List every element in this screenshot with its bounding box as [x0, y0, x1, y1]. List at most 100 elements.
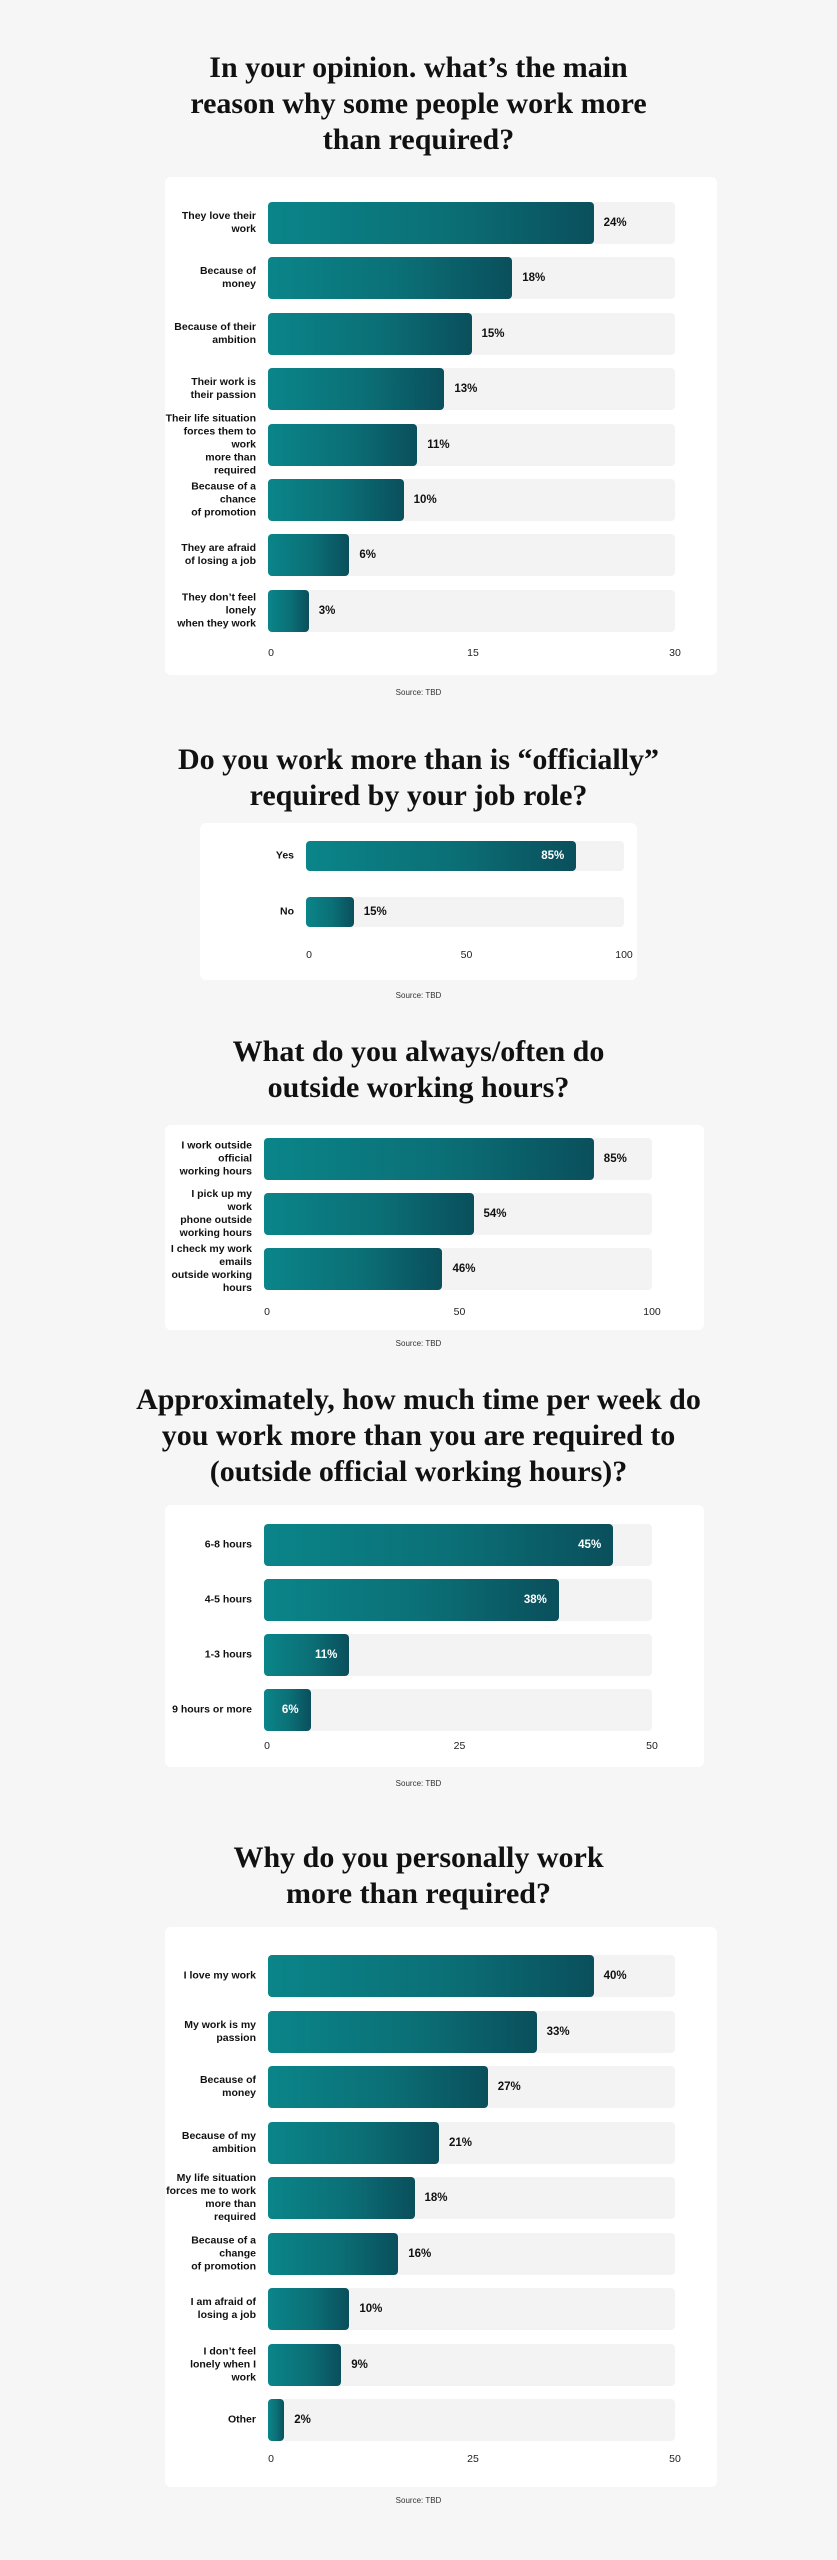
bar	[268, 2399, 285, 2441]
label-line: forces them to work	[183, 425, 256, 451]
category-label: Other	[228, 2414, 256, 2427]
bar	[306, 841, 577, 871]
category-label: Because of a change of promotion	[165, 2234, 256, 2273]
value-label: 27%	[497, 2081, 521, 2093]
bar	[264, 1138, 594, 1180]
label-line: 9 hours or more	[172, 1703, 252, 1716]
bar	[264, 1248, 443, 1290]
label-line: Because of their	[174, 320, 256, 333]
category-label: Because of their ambition	[174, 321, 256, 347]
label-line: Because of a chance	[191, 480, 256, 506]
source-note: Source: TBD	[395, 2496, 442, 2505]
bar	[268, 1955, 594, 1997]
bar	[268, 423, 418, 466]
category-label: 6-8 hours	[205, 1539, 252, 1552]
value-label: 9%	[351, 2358, 368, 2371]
label-line: of promotion	[191, 506, 256, 519]
category-label: I check my work emails outside working ho…	[165, 1243, 252, 1295]
source-note: Source: TBD	[395, 1339, 442, 1348]
label-line: their passion	[190, 389, 256, 402]
chart-card: I work outside official working hours 85% I…	[165, 1125, 704, 1330]
label-line: 1-3 hours	[204, 1648, 252, 1661]
label-line: losing a job	[197, 2309, 256, 2321]
label-line: I am afraid of	[190, 2296, 256, 2308]
chart-title: What do you always/often do outside worki…	[0, 1034, 837, 1106]
chart-card: 6-8 hours 45% 4-5 hours 38% 1-3 hours 11% 9 ho…	[165, 1505, 704, 1767]
value-label: 16%	[408, 2247, 432, 2260]
category-label: Their work is their passion	[191, 376, 256, 402]
title-line: more than required?	[285, 1877, 551, 1910]
label-line: working hours	[179, 1227, 252, 1239]
label-line: more than required	[205, 451, 256, 477]
axis-tick: 25	[453, 1740, 466, 1752]
value-label: 13%	[454, 383, 478, 396]
bar	[268, 479, 404, 521]
title-line: In your opinion. what’s the main	[209, 51, 628, 84]
category-label: Yes	[276, 850, 294, 863]
bar	[268, 2177, 415, 2219]
value-label: 11%	[314, 1649, 338, 1661]
bar	[268, 2232, 399, 2275]
label-line: ambition	[212, 2142, 256, 2155]
title-line: Do you work more than is “officially”	[177, 743, 660, 776]
title-line: outside working hours?	[267, 1071, 570, 1104]
title-line: Why do you personally work	[233, 1841, 604, 1874]
axis-tick: 0	[264, 1740, 270, 1752]
category-label: I am afraid of losing a job	[191, 2296, 256, 2322]
value-label: 10%	[413, 494, 437, 506]
label-line: of promotion	[191, 2260, 256, 2272]
chart-title: Do you work more than is “officially” req…	[0, 742, 837, 814]
bar	[264, 1689, 311, 1731]
axis-tick: 50	[460, 949, 473, 961]
title-line: you work more than you are required to	[161, 1419, 676, 1452]
title-line: (outside official working hours)?	[209, 1455, 628, 1488]
label-line: outside working hours	[171, 1269, 252, 1294]
bar	[268, 257, 513, 300]
bar	[268, 2066, 488, 2108]
value-label: 85%	[603, 1153, 627, 1165]
category-label: 1-3 hours	[205, 1649, 252, 1662]
bar	[264, 1193, 474, 1235]
bar	[264, 1579, 559, 1621]
source-note: Source: TBD	[395, 1779, 442, 1788]
label-line: Because of a change	[191, 2234, 256, 2259]
category-label: My work is my passion	[165, 2019, 256, 2045]
label-line: Their life situation	[165, 412, 256, 425]
category-label: 9 hours or more	[172, 1704, 252, 1717]
bar-track	[268, 2399, 675, 2441]
label-line: Their work is	[191, 376, 256, 389]
title-line: than required?	[322, 123, 515, 156]
source-note: Source: TBD	[395, 991, 442, 1000]
value-label: 18%	[522, 272, 546, 285]
value-label: 45%	[578, 1539, 602, 1551]
label-line: forces me to work	[166, 2185, 256, 2197]
label-line: They don’t feel lonely	[181, 591, 256, 617]
axis-tick: 0	[306, 949, 312, 961]
label-line: They love their work	[181, 210, 256, 235]
chart-card: I love my work 40% My work is my passion 33…	[165, 1927, 717, 2487]
label-line: 6-8 hours	[204, 1538, 252, 1551]
axis-tick: 50	[453, 1306, 466, 1318]
category-label: Their life situation forces them to work m…	[165, 412, 256, 477]
bar	[268, 312, 472, 355]
value-label: 2%	[294, 2414, 311, 2426]
title-line: What do you always/often do	[232, 1035, 605, 1068]
label-line: Because of money	[199, 2074, 256, 2099]
value-label: 33%	[546, 2025, 570, 2038]
category-label: They don’t feel lonely when they work	[165, 591, 256, 630]
bar	[268, 2343, 342, 2386]
bar	[264, 1634, 350, 1676]
category-label: They love their work	[165, 210, 256, 236]
label-line: Because of money	[199, 265, 256, 291]
axis-tick: 30	[669, 647, 681, 659]
label-line: working hours	[179, 1165, 252, 1178]
category-label: Because of my ambition	[182, 2130, 256, 2156]
chart-title: Why do you personally work more than requ…	[0, 1840, 837, 1912]
title-line: reason why some people work more	[190, 87, 647, 120]
bar	[268, 2121, 439, 2164]
category-label: They are afraid of losing a job	[181, 542, 256, 568]
category-label: I work outside official working hours	[165, 1140, 252, 1179]
category-label: Because of money	[165, 2074, 256, 2100]
